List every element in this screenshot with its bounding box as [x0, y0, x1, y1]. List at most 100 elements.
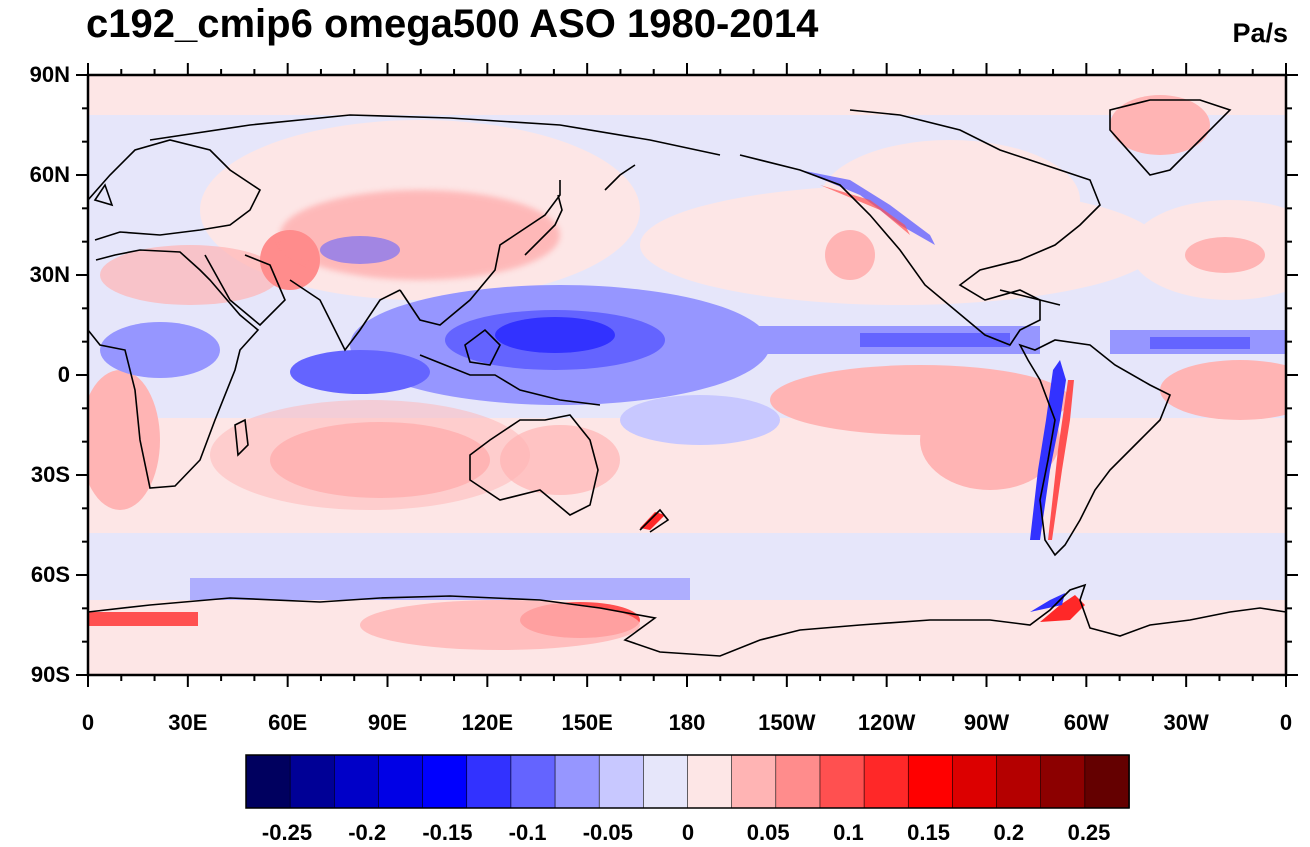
colorbar-label: 0.05 [746, 820, 790, 845]
colorbar-label: 0.1 [833, 820, 864, 845]
lon-label: 120W [857, 710, 916, 735]
lon-label: 30W [1163, 710, 1209, 735]
lon-label: 150E [561, 710, 613, 735]
field-africa-subsidence [88, 370, 160, 510]
colorbar-box [466, 754, 512, 809]
coast-antarctica [88, 583, 1286, 657]
colorbar-label: -0.15 [422, 820, 473, 845]
field-tibet-noise [280, 190, 560, 280]
lon-label: 90E [367, 710, 408, 735]
colorbar-box [952, 754, 998, 809]
field-nz-red [640, 512, 665, 530]
colorbar-box [687, 754, 733, 809]
field-antarctic-pink [88, 600, 1286, 675]
field-atl-itcz-core [1150, 337, 1250, 349]
field-sepac-subsidence-2 [920, 390, 1060, 490]
colorbar-box [289, 754, 336, 809]
colorbar-label: -0.1 [508, 820, 547, 845]
lat-label: 60S [30, 562, 70, 587]
colorbar-box [554, 754, 600, 809]
coast-arabia [204, 254, 286, 327]
coast-nz [639, 508, 670, 533]
coast-greenland [1109, 99, 1232, 176]
colorbar-box [1040, 754, 1086, 809]
field-andes-blue [1030, 360, 1066, 540]
coast-japan [524, 194, 563, 256]
colorbar-label: 0.25 [1067, 820, 1111, 845]
lat-label: 90N [29, 62, 70, 87]
field-antarctic-pink-2 [360, 600, 640, 650]
field-namerica-pink [820, 140, 1080, 260]
colorbar-label: -0.25 [261, 820, 313, 845]
field-spcz [620, 395, 780, 445]
field-arctic-pink [88, 75, 1286, 103]
coast-north-america [739, 109, 1101, 346]
colorbar-label: 0.15 [907, 820, 951, 845]
field-greenland-subsidence [1110, 95, 1210, 155]
lat-label: 60N [29, 162, 70, 187]
colorbar-box [907, 754, 954, 809]
colorbar-box [775, 754, 821, 809]
lon-label: 0 [81, 710, 95, 735]
lon-label: 0 [1279, 710, 1293, 735]
omega-field [88, 75, 1286, 675]
lat-label: 90S [30, 662, 70, 687]
field-npac-subsidence [825, 230, 875, 280]
coast-borneo [464, 328, 501, 366]
field-so-ascent [190, 578, 690, 600]
colorbar-label: -0.2 [348, 820, 387, 845]
colorbar-box [643, 754, 689, 809]
field-satl-subsidence [1160, 360, 1286, 420]
coast-south-america [1018, 339, 1172, 557]
colorbar [245, 754, 1130, 809]
coast-asia-east [399, 180, 561, 326]
colorbar-box [378, 754, 424, 809]
colorbar-label: 0.2 [993, 820, 1025, 845]
field-andes-red [1048, 380, 1074, 540]
colorbar-label: 0 [681, 820, 695, 845]
coastlines [88, 99, 1286, 657]
coast-africa [88, 249, 260, 489]
lat-label: 30S [30, 462, 70, 487]
coast-australia [469, 414, 599, 516]
colorbar-box [996, 754, 1042, 809]
coast-europe [88, 139, 262, 241]
colorbar-box [333, 754, 380, 809]
field-antarctic-red-1 [88, 612, 198, 626]
field-sahara-subsidence [100, 245, 280, 305]
lon-label: 60W [1063, 710, 1109, 735]
colorbar-box [819, 754, 865, 809]
colorbar-box [510, 754, 556, 809]
field-africa-ascent [100, 322, 220, 378]
field-aus-subsidence [500, 425, 620, 495]
lat-label: 0 [57, 362, 70, 387]
field-tibet-blue [320, 236, 400, 264]
lon-label: 30E [168, 710, 208, 735]
axis-ticks [76, 63, 1298, 687]
field-sio-subsidence-outer [210, 400, 530, 510]
colorbar-box [245, 754, 291, 809]
colorbar-box [731, 754, 777, 809]
lon-label: 150W [758, 710, 816, 735]
coast-uk [93, 183, 114, 207]
coast-india [289, 279, 401, 352]
field-natl-subsidence [1185, 237, 1265, 273]
coast-indonesia [419, 354, 601, 406]
map-title: c192_cmip6 omega500 ASO 1980-2014 [86, 2, 819, 46]
field-wpac-ascent-core [495, 317, 615, 353]
lon-label: 90W [963, 710, 1010, 735]
coast-madagascar [234, 418, 249, 457]
colorbar-box [1084, 754, 1130, 809]
lat-label: 30N [29, 262, 70, 287]
colorbar-label: -0.05 [582, 820, 633, 845]
lon-label: 180 [668, 710, 706, 735]
colorbar-frame [245, 754, 1130, 809]
lon-label: 120E [461, 710, 514, 735]
colorbar-box [598, 754, 645, 809]
field-itcz-core [860, 333, 1010, 347]
coast-arctic-eurasia [149, 114, 721, 156]
lon-label: 60E [268, 710, 308, 735]
colorbar-box [422, 754, 468, 809]
coast-caribbean [999, 289, 1061, 306]
